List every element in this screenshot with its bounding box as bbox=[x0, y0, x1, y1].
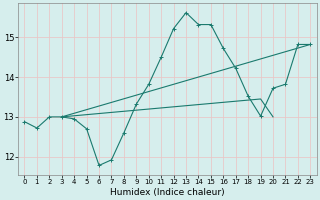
X-axis label: Humidex (Indice chaleur): Humidex (Indice chaleur) bbox=[110, 188, 225, 197]
